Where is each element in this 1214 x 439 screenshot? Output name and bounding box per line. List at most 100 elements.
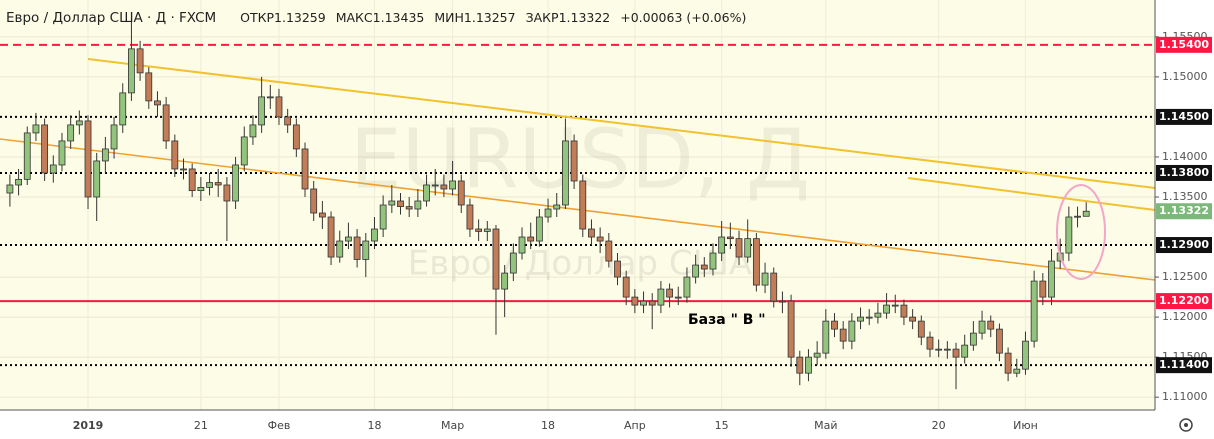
highlight-ellipse — [1056, 184, 1106, 280]
candle-body — [119, 92, 127, 126]
x-tick-label: 18 — [367, 419, 381, 432]
candle-body — [223, 184, 231, 202]
x-tick-label: 15 — [715, 419, 729, 432]
candle-body — [58, 140, 66, 166]
candle-body — [362, 240, 370, 260]
candle-body — [353, 236, 361, 260]
candle-body — [570, 140, 578, 182]
watermark-name: Евро / Доллар США — [408, 244, 752, 284]
candle-body — [414, 200, 422, 210]
candle-body — [787, 300, 795, 358]
y-tick-label: 1.14000 — [1162, 150, 1208, 163]
plot-background — [0, 0, 1155, 410]
candle-body — [692, 264, 700, 278]
candle-body — [544, 208, 552, 218]
levels — [0, 43, 1155, 367]
candle-body — [266, 96, 274, 99]
candle-body — [240, 136, 248, 166]
candle-body — [6, 184, 14, 194]
candle-body — [180, 168, 187, 171]
candle-body — [518, 236, 526, 254]
candle-body — [101, 148, 109, 162]
candle-body — [588, 228, 595, 238]
candle-body — [258, 96, 266, 126]
level-label-box — [1156, 237, 1212, 254]
candle-body — [431, 184, 439, 187]
candle-body — [596, 236, 604, 242]
candle-body — [822, 320, 830, 354]
candle-body — [492, 228, 500, 290]
level-label: 1.11400 — [1159, 358, 1209, 371]
candle-body — [857, 316, 864, 322]
candle-body — [327, 216, 335, 258]
candle-body — [752, 238, 760, 286]
trend-line — [907, 177, 1156, 211]
low-label: МИН — [434, 10, 464, 25]
level-label: 1.14500 — [1159, 110, 1209, 123]
level-label-box — [1156, 293, 1212, 310]
candle-body — [640, 300, 647, 306]
candle-body — [631, 296, 639, 306]
x-tick-label: 2019 — [73, 419, 104, 432]
candle-body — [813, 352, 821, 358]
candle-body — [318, 212, 326, 218]
time-axis-background — [0, 410, 1155, 439]
candle-body — [943, 348, 951, 351]
candle-body — [926, 336, 934, 350]
candle-body — [249, 124, 257, 138]
close-value: 1.13322 — [558, 10, 611, 25]
candle-body — [909, 316, 917, 322]
candle-body — [891, 304, 899, 307]
candle-body — [666, 288, 673, 298]
candle-body — [214, 182, 222, 186]
candle-body — [336, 240, 344, 258]
candle-body — [388, 200, 396, 206]
last-price-label: 1.13322 — [1159, 204, 1209, 217]
open-value: 1.13259 — [274, 10, 326, 25]
x-tick-label: Апр — [624, 419, 646, 432]
level-label: 1.12200 — [1159, 294, 1209, 307]
x-tick-label: Июн — [1013, 419, 1038, 432]
candle-body — [32, 124, 40, 134]
settings-gear[interactable] — [1179, 418, 1193, 432]
candle-body — [865, 316, 873, 319]
candle-body — [605, 240, 613, 262]
candle-body — [657, 288, 665, 306]
candle-body — [1004, 352, 1012, 374]
candle-body — [562, 140, 569, 206]
candle-body — [987, 320, 995, 330]
level-label-box — [1156, 36, 1212, 53]
candle-body — [145, 72, 153, 102]
candle-body — [49, 164, 57, 174]
candle-body — [162, 104, 170, 142]
y-tick-label: 1.12500 — [1162, 270, 1208, 283]
candle-body — [1022, 340, 1029, 370]
candle-body — [67, 124, 75, 142]
annotation: База " В " — [688, 312, 766, 328]
candle-body — [1065, 216, 1073, 254]
candle-body — [726, 236, 734, 240]
candle-body — [709, 252, 717, 270]
candles — [6, 20, 1090, 390]
candle-body — [483, 228, 491, 232]
candle-body — [579, 180, 587, 230]
candle-body — [744, 238, 752, 258]
candle-body — [423, 184, 430, 202]
candle-body — [1039, 280, 1047, 298]
candle-body — [501, 272, 509, 290]
header: Евро / Доллар США · Д · FXCM ОТКР1.13259… — [6, 10, 746, 26]
x-tick-label: 20 — [932, 419, 946, 432]
high-value: 1.13435 — [372, 10, 425, 25]
candle-body — [449, 180, 456, 190]
candle-body — [188, 168, 196, 191]
candle-body — [683, 276, 691, 298]
candle-body — [735, 238, 743, 258]
candle-body — [371, 228, 378, 242]
candle-body — [75, 120, 83, 126]
x-tick-label: 18 — [541, 419, 555, 432]
candle-body — [232, 164, 239, 202]
settings-icon[interactable] — [1179, 418, 1193, 432]
candle-body — [996, 328, 1003, 354]
candle-body — [284, 116, 292, 126]
